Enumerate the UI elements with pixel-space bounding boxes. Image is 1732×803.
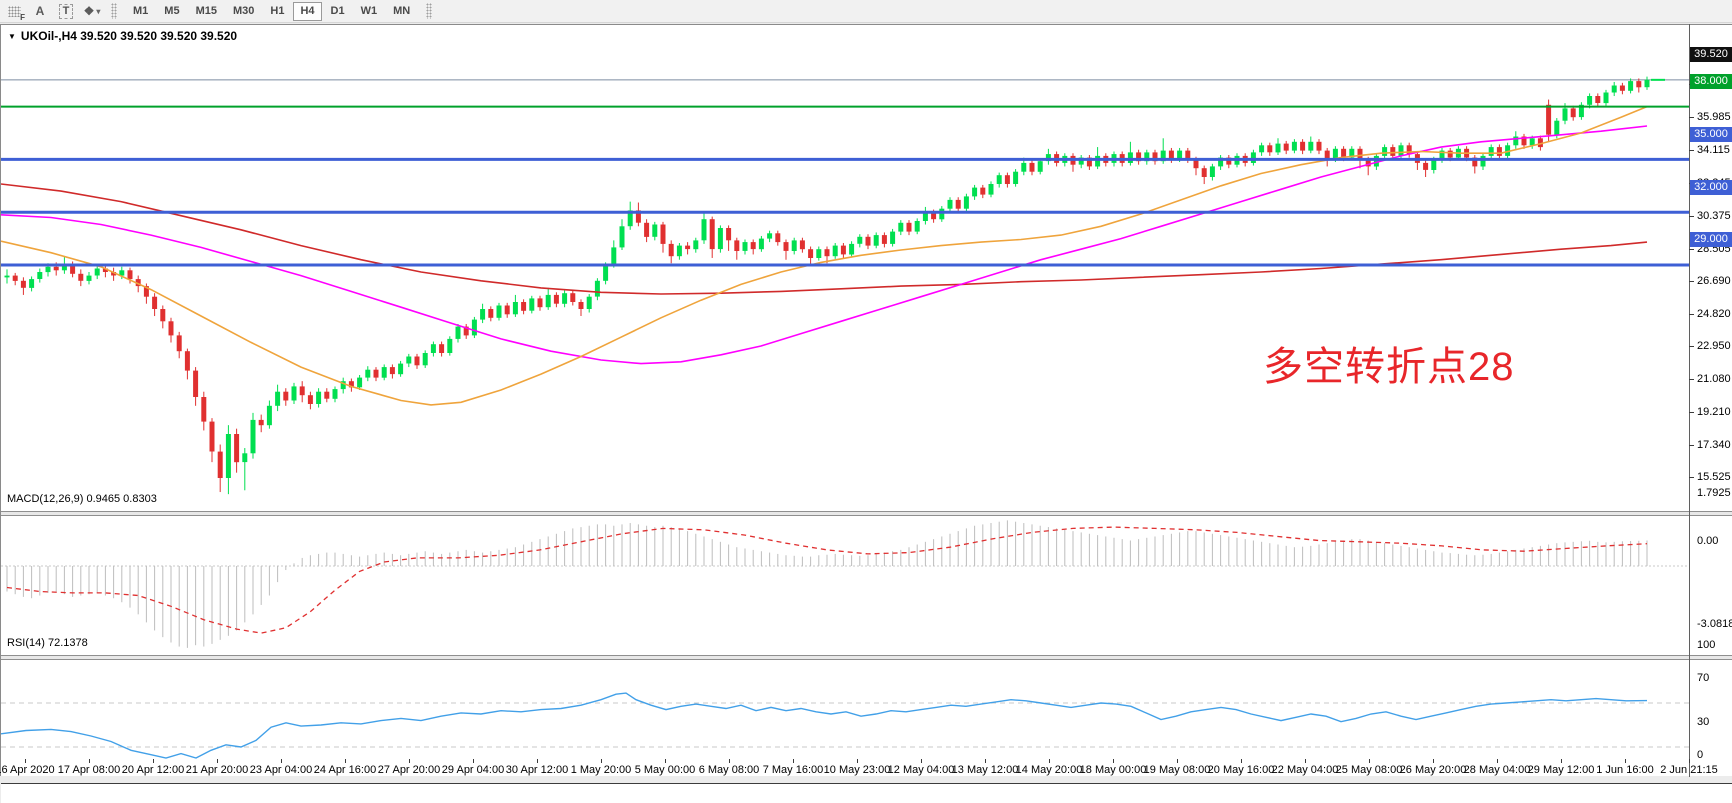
fast-ma-orange	[1, 105, 1648, 406]
chart-window	[0, 24, 1732, 803]
timeframe-button-h1[interactable]: H1	[263, 2, 291, 21]
text-label-icon[interactable]: T	[55, 2, 77, 21]
macd-histogram	[6, 520, 1648, 648]
panel-splitter[interactable]	[1, 655, 1732, 660]
timeframe-button-d1[interactable]: D1	[324, 2, 352, 21]
price-axis-border	[1689, 24, 1690, 777]
rsi-indicator-panel[interactable]	[1, 659, 1690, 783]
macd-indicator-panel[interactable]	[1, 515, 1690, 656]
candlestick-series	[4, 76, 1650, 495]
grid-f-label: F	[20, 12, 25, 22]
chevron-down-icon: ▼	[8, 32, 16, 41]
grid-dots-icon	[7, 5, 21, 17]
symbol-header[interactable]: ▼ UKOil-,H4 39.520 39.520 39.520 39.520	[8, 29, 237, 43]
rsi-line	[1, 692, 1648, 759]
timeframe-button-w1[interactable]: W1	[354, 2, 385, 21]
symbol-quote-text: UKOil-,H4 39.520 39.520 39.520 39.520	[20, 29, 238, 43]
toolbar: F A T ❖ ▾ M1 M5 M15 M30 H1 H4 D1 W1 MN	[0, 0, 1732, 23]
toolbar-separator	[111, 3, 117, 19]
timeframe-button-group: M1 M5 M15 M30 H1 H4 D1 W1 MN	[125, 1, 418, 21]
macd-label: MACD(12,26,9) 0.9465 0.8303	[7, 493, 157, 505]
mid-ma-magenta	[1, 125, 1648, 365]
chevron-down-icon: ▾	[96, 6, 101, 16]
timeframe-button-m5[interactable]: M5	[157, 2, 186, 21]
timeframe-button-m30[interactable]: M30	[226, 2, 261, 21]
slow-ma-red	[1, 183, 1648, 295]
timeframe-button-m15[interactable]: M15	[189, 2, 224, 21]
annotate-letter-icon[interactable]: A	[35, 4, 45, 18]
snap-grid-icon[interactable]: F	[3, 2, 25, 22]
rsi-label: RSI(14) 72.1378	[7, 637, 88, 649]
toolbar-separator	[426, 3, 433, 19]
panel-splitter[interactable]	[1, 511, 1732, 516]
timeframe-button-mn[interactable]: MN	[386, 2, 417, 21]
chart-annotation-text: 多空转折点28	[1263, 345, 1515, 389]
price-chart-panel[interactable]	[1, 49, 1690, 512]
macd-signal-line	[6, 526, 1648, 634]
timeframe-button-m1[interactable]: M1	[126, 2, 155, 21]
timeframe-button-h4[interactable]: H4	[293, 1, 322, 21]
draw-objects-icon[interactable]: ❖ ▾	[83, 4, 101, 18]
time-axis[interactable]	[1, 783, 1732, 803]
